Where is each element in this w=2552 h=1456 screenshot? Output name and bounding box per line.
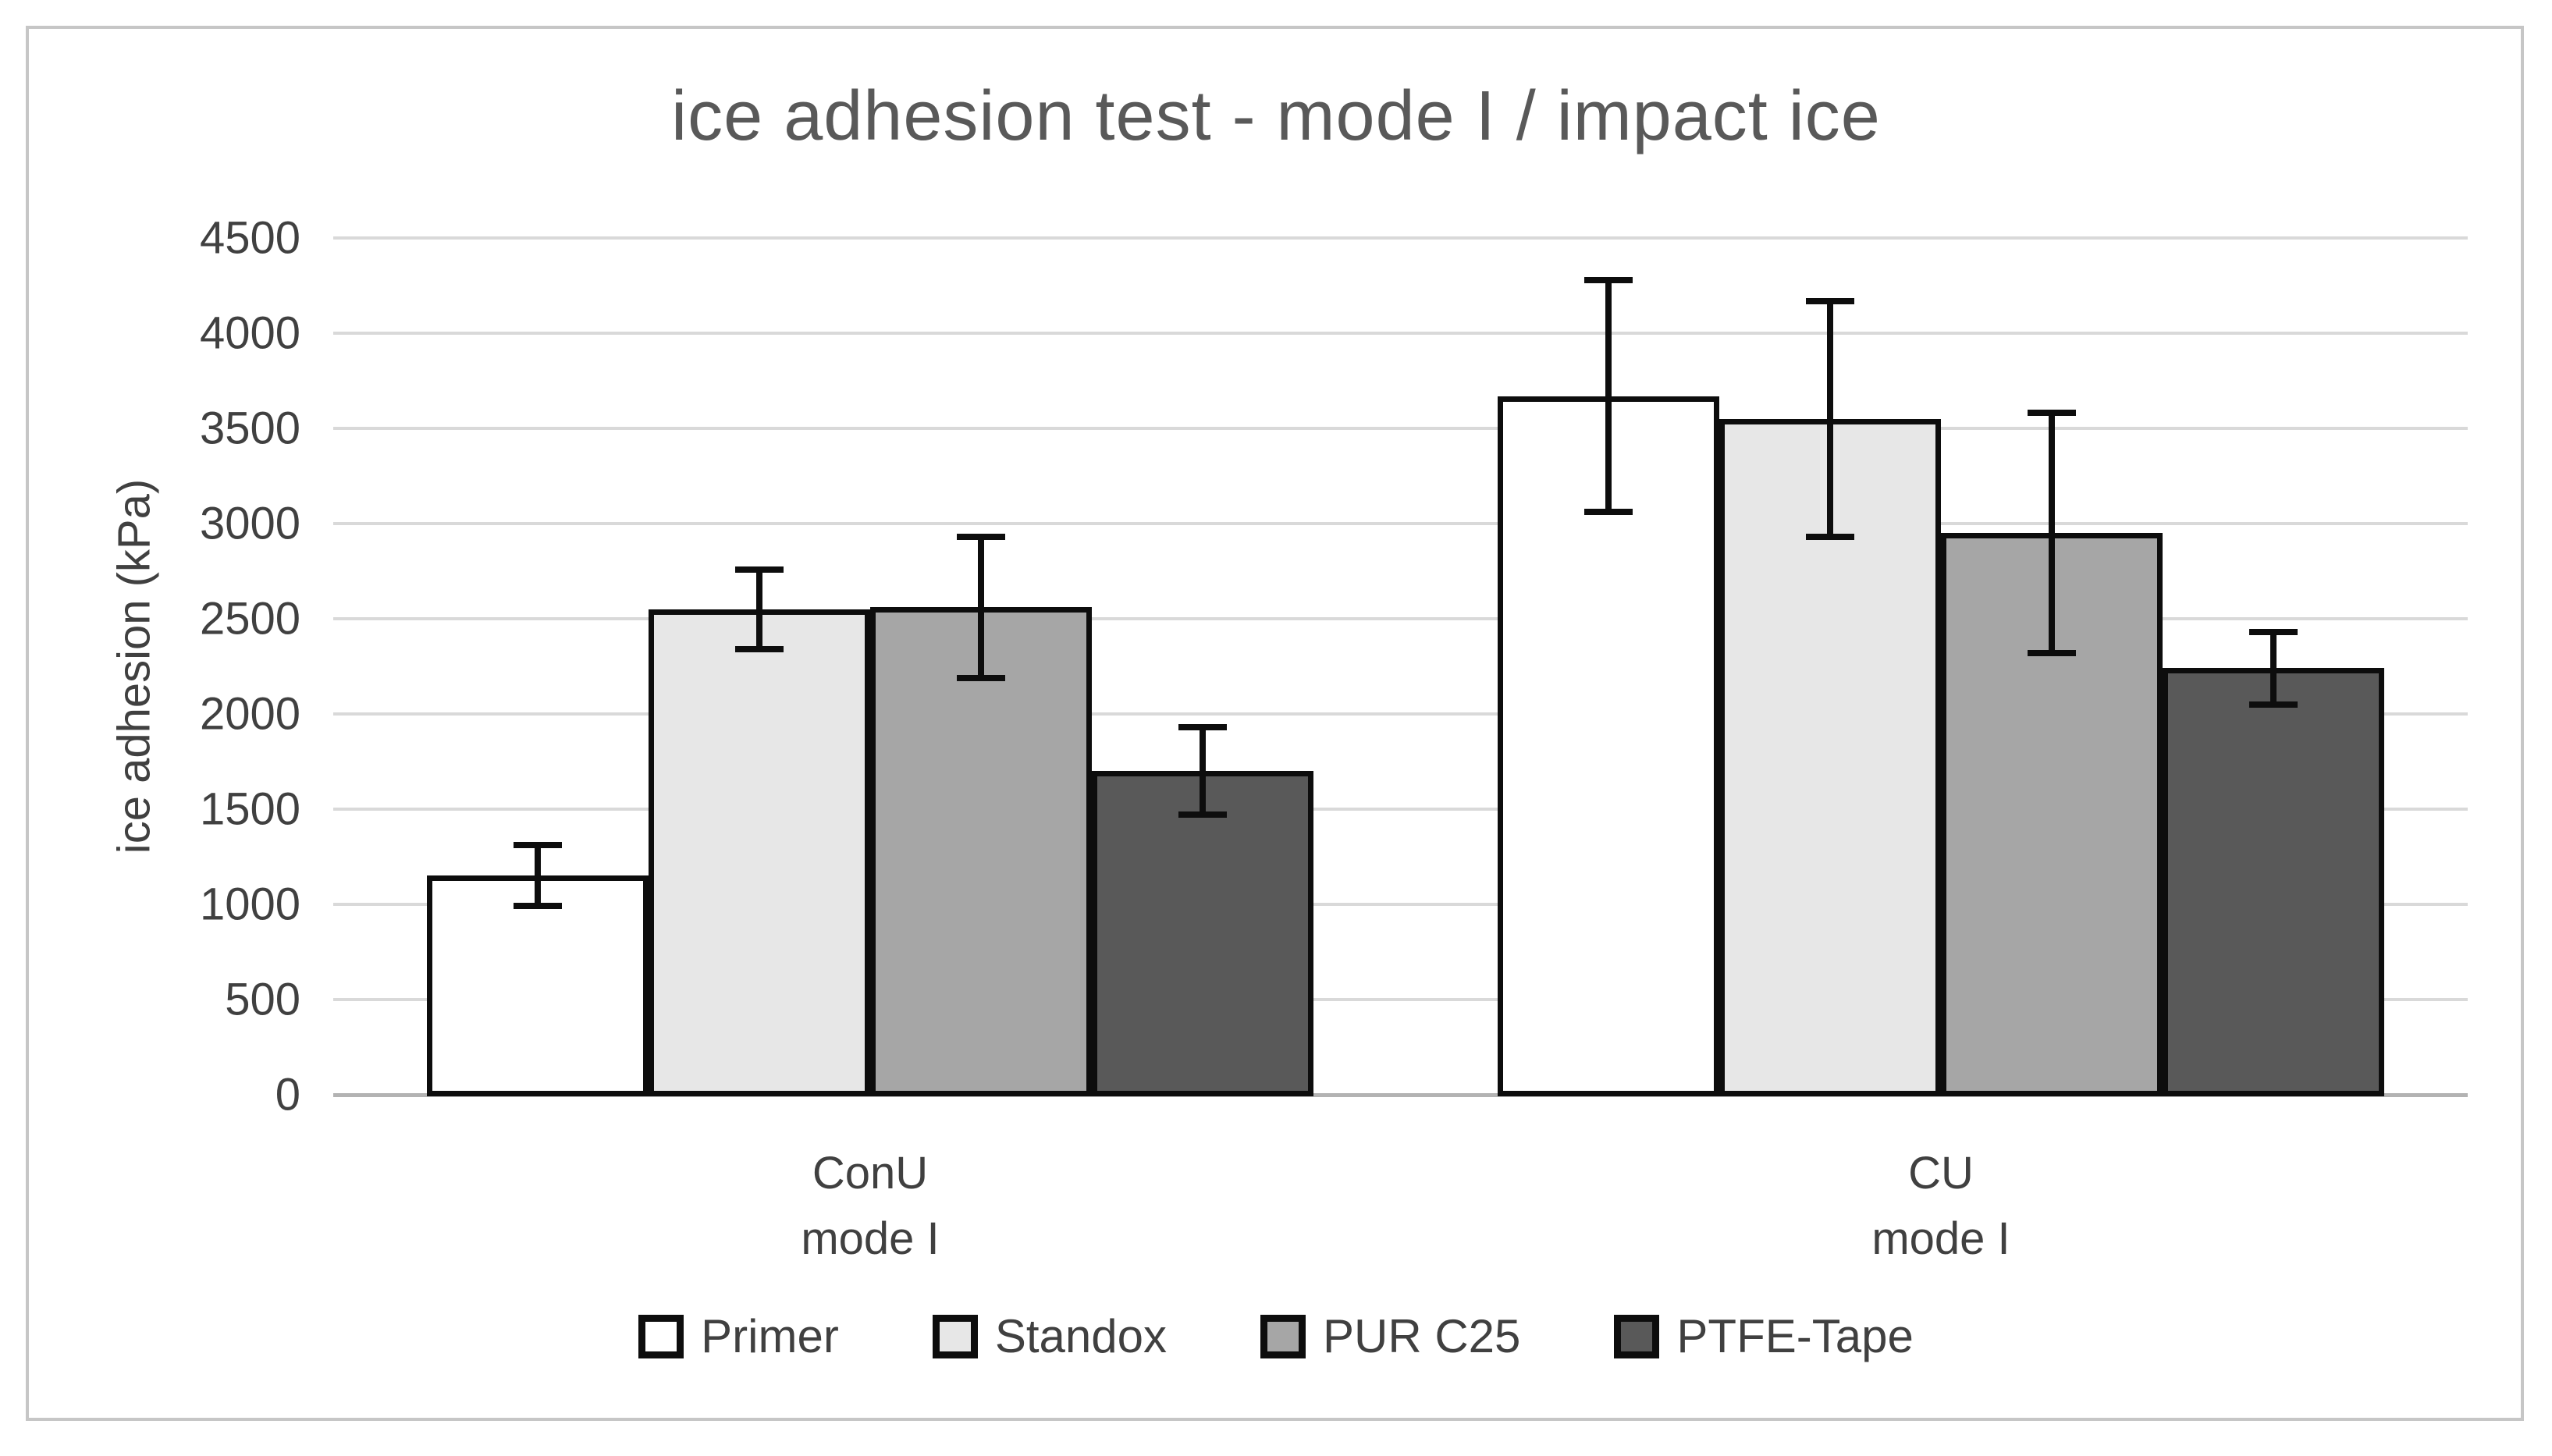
category-label: CU mode I bbox=[1707, 1141, 2175, 1272]
category-line1: CU bbox=[1908, 1148, 1974, 1199]
error-bar-cap bbox=[735, 566, 784, 573]
legend-label: Standox bbox=[994, 1310, 1167, 1362]
y-tick-label: 2500 bbox=[199, 593, 300, 645]
legend-label: PUR C25 bbox=[1322, 1310, 1521, 1362]
gridline bbox=[333, 808, 2468, 811]
gridline bbox=[333, 617, 2468, 620]
legend-swatch bbox=[1260, 1314, 1306, 1358]
y-tick-label: 3500 bbox=[199, 403, 300, 454]
y-tick-label: 500 bbox=[225, 974, 300, 1025]
error-bar-cap bbox=[1584, 276, 1633, 283]
y-tick-label: 2000 bbox=[199, 688, 300, 740]
gridline bbox=[333, 903, 2468, 906]
error-bar-cap bbox=[1178, 811, 1227, 819]
chart-title: ice adhesion test - mode I / impact ice bbox=[671, 77, 1881, 155]
bar-ptfe-tape-group1 bbox=[1092, 771, 1313, 1096]
legend-swatch bbox=[638, 1314, 684, 1358]
error-bar bbox=[1827, 300, 1833, 538]
y-tick-label: 1500 bbox=[199, 783, 300, 835]
error-bar-cap bbox=[2249, 701, 2298, 708]
gridline bbox=[333, 712, 2468, 716]
bar-ptfe-tape-group2 bbox=[2163, 668, 2384, 1096]
y-tick-label: 1000 bbox=[199, 879, 300, 930]
legend-label: Primer bbox=[701, 1310, 839, 1362]
legend-label: PTFE-Tape bbox=[1676, 1310, 1914, 1362]
legend-item-pur-c25: PUR C25 bbox=[1260, 1309, 1520, 1363]
error-bar-cap bbox=[1584, 509, 1633, 516]
bar-pur-c25-group1 bbox=[870, 607, 1092, 1096]
error-bar-cap bbox=[2249, 629, 2298, 636]
error-bar-cap bbox=[957, 534, 1005, 541]
category-label: ConU mode I bbox=[636, 1141, 1104, 1272]
x-axis-line bbox=[333, 1093, 2468, 1097]
bar-primer-group1 bbox=[427, 875, 649, 1096]
y-tick-label: 4500 bbox=[199, 212, 300, 264]
y-tick-label: 3000 bbox=[199, 498, 300, 549]
legend-swatch bbox=[1614, 1314, 1660, 1358]
category-line2: mode I bbox=[801, 1213, 940, 1264]
error-bar bbox=[2270, 632, 2277, 705]
error-bar bbox=[535, 845, 541, 907]
error-bar bbox=[2049, 413, 2055, 653]
bar-standox-group1 bbox=[649, 609, 870, 1096]
error-bar-cap bbox=[2028, 649, 2076, 656]
category-line1: ConU bbox=[812, 1148, 929, 1199]
gridline bbox=[333, 522, 2468, 525]
error-bar-cap bbox=[957, 674, 1005, 681]
error-bar-cap bbox=[1806, 534, 1854, 541]
error-bar-cap bbox=[2028, 410, 2076, 417]
error-bar-cap bbox=[1178, 724, 1227, 731]
legend-item-standox: Standox bbox=[932, 1309, 1167, 1363]
gridline bbox=[333, 236, 2468, 240]
error-bar-cap bbox=[514, 842, 562, 849]
legend: Primer Standox PUR C25 PTFE-Tape bbox=[0, 1309, 2552, 1363]
legend-item-primer: Primer bbox=[638, 1309, 839, 1363]
gridline bbox=[333, 998, 2468, 1001]
legend-item-ptfe-tape: PTFE-Tape bbox=[1614, 1309, 1914, 1363]
error-bar bbox=[756, 569, 762, 650]
error-bar bbox=[1200, 727, 1206, 815]
error-bar-cap bbox=[735, 646, 784, 653]
error-bar-cap bbox=[514, 903, 562, 910]
y-tick-label: 0 bbox=[275, 1069, 300, 1120]
error-bar-cap bbox=[1806, 297, 1854, 304]
error-bar bbox=[978, 537, 984, 678]
y-tick-label: 4000 bbox=[199, 307, 300, 359]
gridline bbox=[333, 332, 2468, 335]
error-bar bbox=[1605, 279, 1612, 513]
gridline bbox=[333, 427, 2468, 430]
category-line2: mode I bbox=[1871, 1213, 2010, 1264]
legend-swatch bbox=[932, 1314, 978, 1358]
